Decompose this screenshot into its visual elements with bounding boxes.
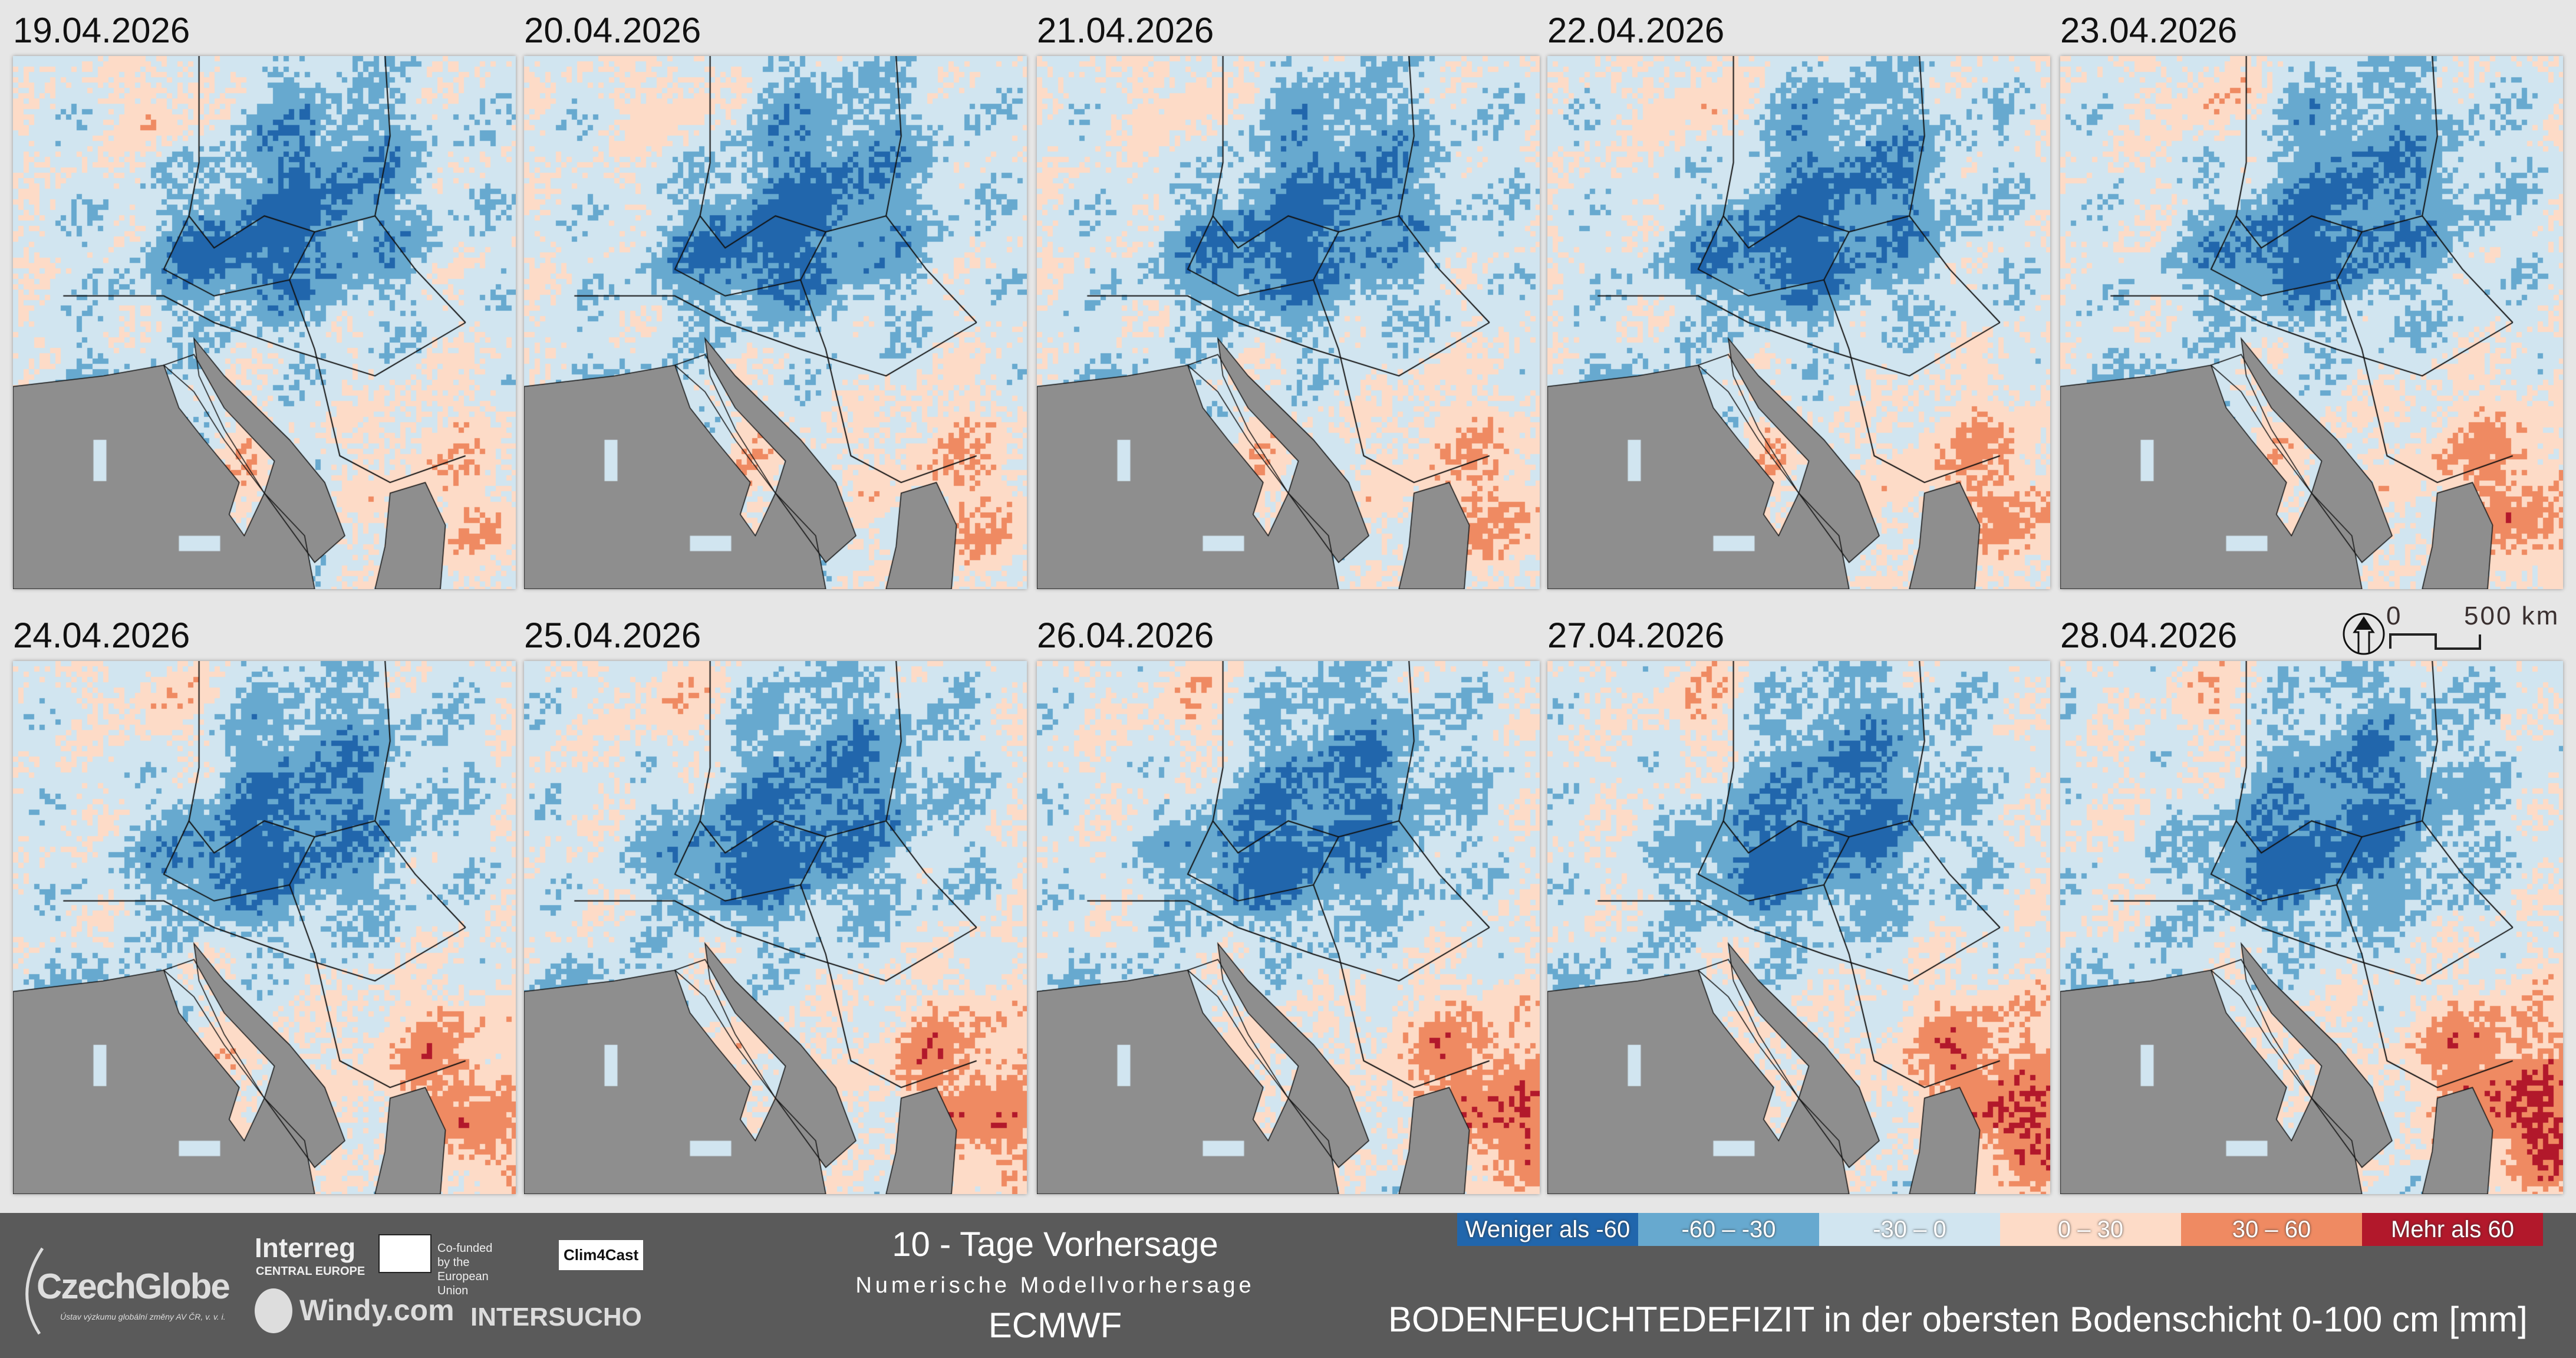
forecast-title: 10 - Tage Vorhersage	[892, 1225, 1218, 1264]
forecast-subtitle: Numerische Modellvorhersage	[855, 1273, 1255, 1298]
map-panel: 20.04.2026	[524, 11, 1027, 589]
map-panel: 28.04.2026	[2060, 616, 2563, 1194]
map-date: 24.04.2026	[13, 616, 190, 655]
clim4cast-logo: Clim4Cast	[559, 1240, 644, 1270]
legend-item: 30 – 60	[2181, 1213, 2362, 1246]
map-date: 21.04.2026	[1037, 11, 1214, 50]
legend-item: 0 – 30	[2000, 1213, 2181, 1246]
model-name: ECMWF	[988, 1306, 1122, 1345]
map-date: 20.04.2026	[524, 11, 701, 50]
map-date: 27.04.2026	[1547, 616, 1725, 655]
eu-cofunded: Co-funded by the European Union	[437, 1242, 493, 1297]
scale-bar: 0 500 km	[2328, 601, 2576, 660]
interreg-sub: CENTRAL EUROPE	[256, 1265, 365, 1278]
map-panel: 27.04.2026	[1547, 616, 2050, 1194]
scale-zero: 0	[2386, 601, 2401, 630]
map-panel: 21.04.2026	[1037, 11, 1540, 589]
soil-moisture-map	[524, 56, 1027, 589]
czechglobe-logo: CzechGlobe Ústav výzkumu globální změny …	[13, 1242, 231, 1343]
legend-item: Mehr als 60	[2362, 1213, 2543, 1246]
windy-logo: Windy.com	[299, 1294, 454, 1327]
scale-max: 500 km	[2464, 601, 2560, 630]
soil-moisture-map	[1547, 56, 2050, 589]
interreg-logo: Interreg	[255, 1232, 356, 1263]
map-date: 19.04.2026	[13, 11, 190, 50]
soil-moisture-map	[2060, 56, 2563, 589]
map-panel: 22.04.2026	[1547, 11, 2050, 589]
variable-title: BODENFEUCHTEDEFIZIT in der obersten Bode…	[1388, 1300, 2528, 1339]
map-panel: 19.04.2026	[13, 11, 516, 589]
soil-moisture-map	[13, 661, 516, 1194]
map-date: 28.04.2026	[2060, 616, 2238, 655]
legend-item: -60 – -30	[1638, 1213, 1819, 1246]
legend-item: -30 – 0	[1819, 1213, 2000, 1246]
soil-moisture-map	[524, 661, 1027, 1194]
soil-moisture-map	[1547, 661, 2050, 1194]
map-date: 22.04.2026	[1547, 11, 1725, 50]
eu-flag-icon	[378, 1234, 431, 1273]
legend-item: Weniger als -60	[1457, 1213, 1638, 1246]
map-date: 25.04.2026	[524, 616, 701, 655]
map-date: 26.04.2026	[1037, 616, 1214, 655]
soil-moisture-map	[1037, 661, 1540, 1194]
windy-logo-icon	[255, 1288, 292, 1333]
soil-moisture-map	[13, 56, 516, 589]
map-panel: 26.04.2026	[1037, 616, 1540, 1194]
north-arrow-icon	[2343, 613, 2481, 655]
map-panel: 23.04.2026	[2060, 11, 2563, 589]
soil-moisture-map	[1037, 56, 1540, 589]
intersucho-logo: INTERSUCHO	[470, 1303, 642, 1331]
map-panel: 24.04.2026	[13, 616, 516, 1194]
footer: CzechGlobe Ústav výzkumu globální změny …	[0, 1213, 2576, 1358]
map-panel: 25.04.2026	[524, 616, 1027, 1194]
map-date: 23.04.2026	[2060, 11, 2238, 50]
soil-moisture-map	[2060, 661, 2563, 1194]
